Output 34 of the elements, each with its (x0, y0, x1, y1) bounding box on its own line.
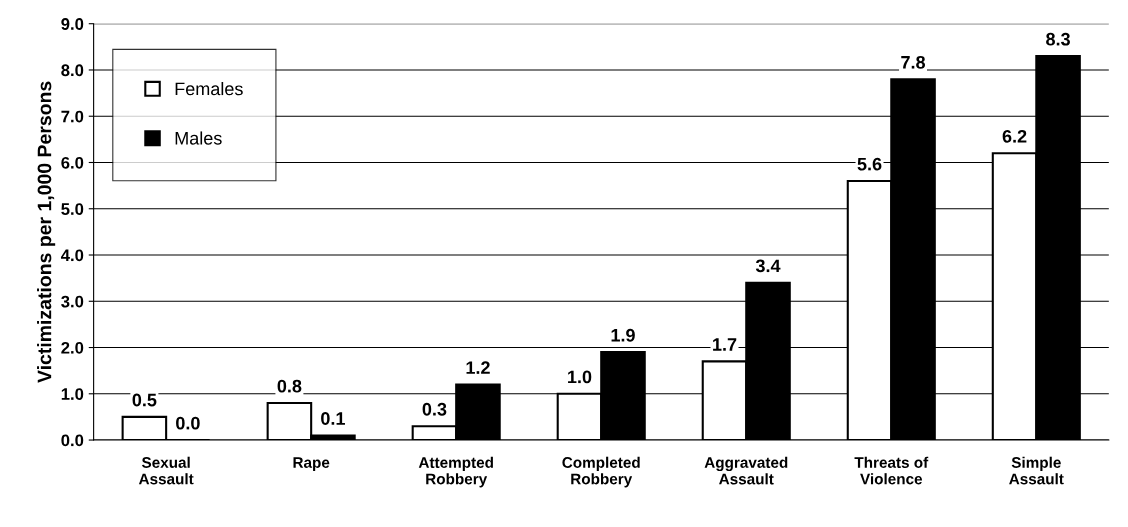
x-tick-label: Rape (293, 457, 330, 471)
y-tick-label: 3.0 (61, 295, 84, 308)
data-label: 0.3 (422, 402, 447, 416)
legend-label: Females (175, 81, 243, 96)
x-tick-label: Simple Assault (1009, 456, 1064, 485)
x-tick-label: Sexual Assault (138, 456, 194, 485)
data-label: 5.6 (857, 157, 882, 171)
data-label: 0.0 (176, 416, 200, 430)
y-tick-label: 4.0 (60, 249, 84, 262)
data-label: 6.2 (1002, 129, 1027, 143)
y-tick-label: 8.0 (61, 64, 84, 77)
data-label: 8.3 (1046, 32, 1070, 46)
x-tick-label: Aggravated Assault (704, 456, 788, 485)
data-label: 3.4 (755, 259, 781, 273)
data-label: 7.8 (901, 55, 926, 69)
y-tick-label: 2.0 (61, 341, 84, 354)
y-tick-label: 7.0 (61, 110, 84, 123)
data-label: 1.0 (568, 370, 592, 384)
data-label: 1.7 (713, 338, 737, 351)
y-tick-label: 6.0 (61, 156, 84, 169)
y-tick-label: 9.0 (61, 18, 84, 30)
y-tick-label: 5.0 (61, 203, 84, 215)
data-label: 1.9 (611, 328, 635, 342)
data-label: 0.5 (132, 393, 157, 407)
data-label: 0.1 (321, 412, 345, 425)
legend-label: Males (175, 131, 222, 145)
y-axis-title: Victimizations per 1,000 Persons (37, 81, 56, 383)
y-tick-label: 0.0 (61, 434, 84, 447)
x-tick-label: Completed Robbery (562, 456, 640, 488)
data-label: 0.8 (277, 379, 302, 393)
data-label: 1.2 (466, 361, 490, 374)
y-tick-label: 1.0 (61, 388, 84, 400)
x-tick-label: Threats of Violence (854, 456, 929, 485)
x-tick-label: Attempted Robbery (418, 456, 493, 488)
